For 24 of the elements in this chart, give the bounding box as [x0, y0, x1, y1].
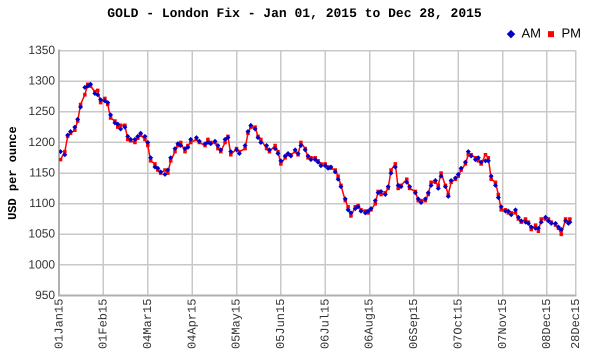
y-tick-label: 1350 [28, 42, 56, 57]
x-tick-label: 04Mar15 [140, 298, 155, 350]
y-tick-label: 1300 [28, 74, 56, 88]
chart-title: GOLD - London Fix - Jan 01, 2015 to Dec 28, 2015 [107, 6, 482, 22]
x-tick-label: 04Apr15 [185, 298, 200, 350]
x-tick-label: 06Jul15 [318, 298, 332, 350]
y-axis-title: USD per ounce [6, 126, 20, 220]
y-tick-label: 1150 [29, 165, 56, 180]
y-tick-label: 1000 [28, 257, 56, 272]
y-tick-label: 1200 [28, 134, 56, 149]
y-tick-label: 1250 [28, 104, 56, 118]
x-tick-label: 28Dec15 [568, 298, 583, 350]
x-tick-label: 01Feb15 [96, 298, 111, 350]
x-tick-label: 06Aug15 [362, 298, 377, 350]
y-tick-label: 1050 [28, 226, 56, 241]
x-tick-label: 07Nov15 [496, 298, 510, 350]
legend-label: PM [562, 26, 581, 41]
x-tick-label: 08Dec15 [540, 298, 554, 350]
x-tick-label: 05May15 [230, 298, 244, 350]
x-tick-label: 06Sep15 [407, 298, 422, 350]
x-tick-label: 05Jun15 [274, 298, 288, 350]
x-tick-label: 07Oct15 [451, 298, 466, 350]
legend-label: AM [522, 26, 541, 41]
y-tick-label: 1100 [29, 196, 56, 210]
